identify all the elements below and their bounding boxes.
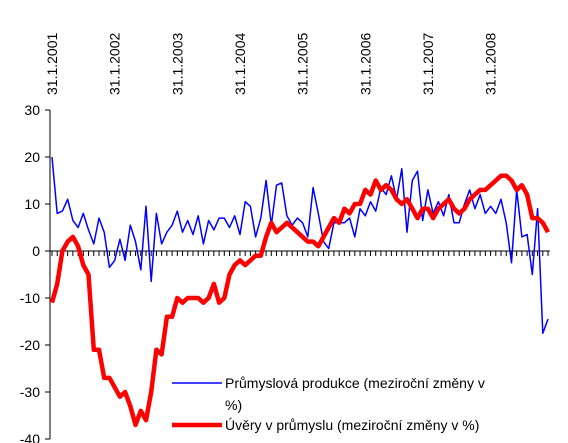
series-line <box>51 156 549 335</box>
legend-label: Úvěry v průmyslu (meziroční změny v %) <box>225 417 479 433</box>
series-line <box>49 173 550 428</box>
y-tick-label: 20 <box>24 149 40 165</box>
x-tick-label: 31.1.2007 <box>420 33 436 95</box>
x-tick-label: 31.1.2006 <box>357 33 373 95</box>
legend-label-line: %) <box>225 397 242 413</box>
y-tick-label: -10 <box>20 290 40 306</box>
y-tick-label: -20 <box>20 337 40 353</box>
legend-label: Průmyslová produkce (meziroční změny v%) <box>225 375 485 413</box>
y-tick-label: 30 <box>24 102 40 118</box>
y-tick-label: -30 <box>20 384 40 400</box>
x-tick-label: 31.1.2005 <box>295 33 311 95</box>
x-tick-label: 31.1.2003 <box>169 33 185 95</box>
x-tick-label: 31.1.2001 <box>44 33 60 95</box>
x-tick-label: 31.1.2004 <box>232 33 248 95</box>
y-tick-label: 10 <box>24 196 40 212</box>
y-tick-label: -40 <box>20 431 40 443</box>
x-tick-label: 31.1.2008 <box>483 33 499 95</box>
x-tick-label: 31.1.2002 <box>107 33 123 95</box>
y-tick-label: 0 <box>32 243 40 259</box>
legend-label-line: Průmyslová produkce (meziroční změny v <box>225 375 485 391</box>
